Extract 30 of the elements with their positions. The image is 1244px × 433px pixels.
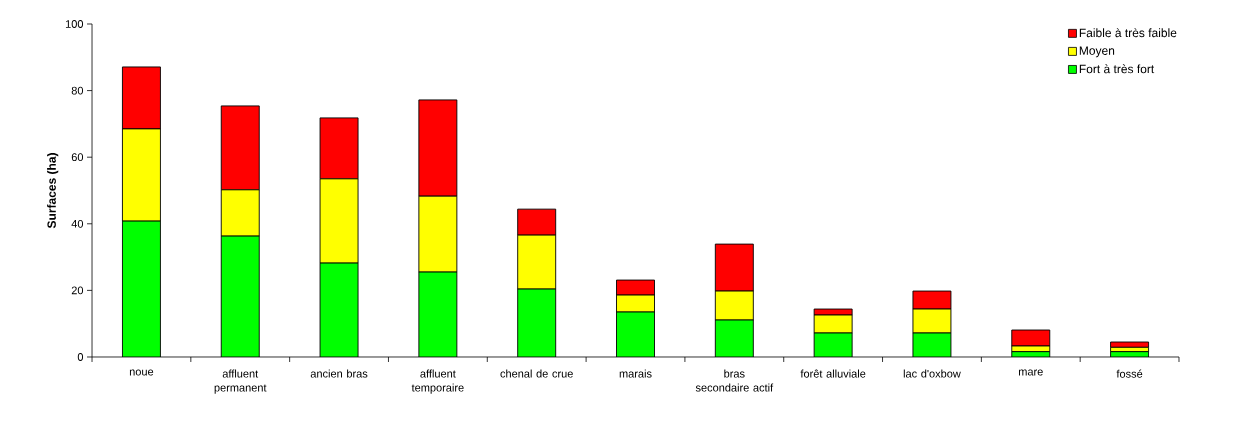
x-tick-label: affluent permanent	[214, 369, 267, 394]
legend-label: Fort à très fort	[1079, 64, 1155, 74]
y-tick-label: 80	[71, 86, 84, 95]
legend-label: Moyen	[1079, 46, 1115, 58]
bar	[1011, 329, 1051, 347]
x-tick-label: fossé	[1116, 369, 1143, 378]
x-tick-label: mare	[1018, 369, 1043, 376]
bar	[320, 263, 359, 357]
y-tick-label: 20	[71, 286, 84, 295]
x-tick-label: affluent temporaire	[411, 369, 464, 394]
x-tick-label: chenal de crue	[500, 369, 573, 378]
y-axis-title: Surfaces (ha)	[47, 153, 59, 229]
x-tick-label: lac d'oxbow	[903, 369, 961, 378]
x-tick-label: forêt alluviale	[800, 369, 866, 378]
x-tick-label: noue	[129, 369, 154, 376]
y-tick-label: 60	[71, 153, 84, 162]
x-tick-label: marais	[619, 369, 652, 378]
bar	[122, 221, 161, 357]
y-tick-label: 100	[65, 20, 84, 28]
bar	[517, 289, 556, 357]
bar	[616, 312, 655, 357]
legend-label: Faible à très faible	[1079, 28, 1177, 38]
x-tick-label: ancien bras	[310, 369, 368, 378]
bar	[221, 236, 260, 357]
bar	[715, 320, 754, 357]
bar	[1110, 341, 1150, 348]
x-tick-label: bras secondaire actif	[695, 369, 774, 392]
y-tick-label: 40	[71, 219, 84, 228]
bar	[418, 272, 457, 357]
y-tick-label: 0	[77, 353, 84, 361]
